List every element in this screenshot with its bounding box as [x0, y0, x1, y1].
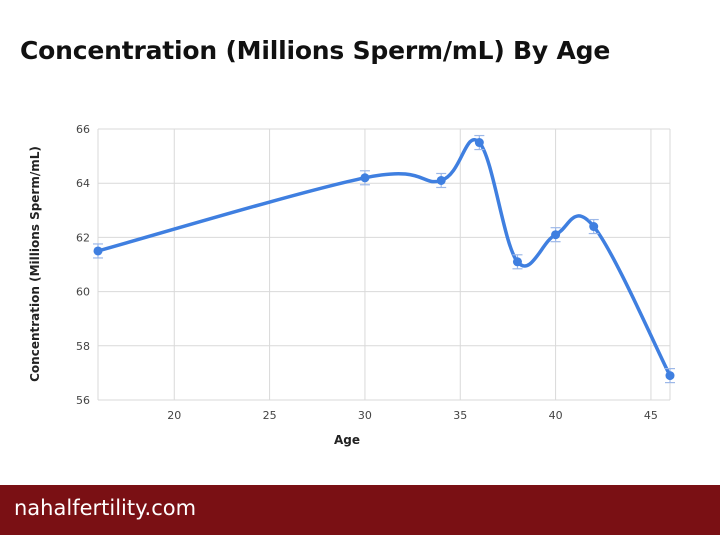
data-point — [512, 257, 522, 267]
data-point — [93, 246, 103, 256]
x-axis-title: Age — [334, 433, 360, 447]
x-tick-label: 20 — [167, 409, 181, 422]
data-point — [360, 173, 370, 183]
line-chart: 20 25 30 35 40 45 56 58 60 62 64 66 Age Concentrat… — [28, 123, 675, 447]
chart-title: Concentration (Millions Sperm/mL) By Age — [20, 36, 611, 65]
data-points — [93, 138, 675, 381]
site-url: nahalfertility.com — [14, 496, 197, 520]
data-point — [436, 175, 446, 185]
y-tick-label: 64 — [76, 177, 90, 190]
y-tick-label: 60 — [76, 286, 90, 299]
series-line — [96, 138, 672, 378]
series-line-group — [96, 138, 672, 378]
grid — [97, 128, 671, 401]
data-point — [551, 230, 561, 240]
y-tick-label: 66 — [76, 123, 90, 136]
data-point — [665, 371, 675, 381]
x-tick-label: 35 — [453, 409, 467, 422]
y-tick-labels: 56 58 60 62 64 66 — [76, 123, 90, 407]
data-point — [474, 138, 484, 148]
data-point — [589, 222, 599, 232]
y-tick-label: 58 — [76, 340, 90, 353]
footer-bar: nahalfertility.com — [0, 485, 720, 535]
y-axis-title: Concentration (Millions Sperm/mL) — [28, 146, 42, 382]
x-tick-labels: 20 25 30 35 40 45 — [167, 409, 658, 422]
y-tick-label: 62 — [76, 231, 90, 244]
x-tick-label: 25 — [263, 409, 277, 422]
x-tick-label: 30 — [358, 409, 372, 422]
x-tick-label: 40 — [549, 409, 563, 422]
x-tick-label: 45 — [644, 409, 658, 422]
y-tick-label: 56 — [76, 394, 90, 407]
